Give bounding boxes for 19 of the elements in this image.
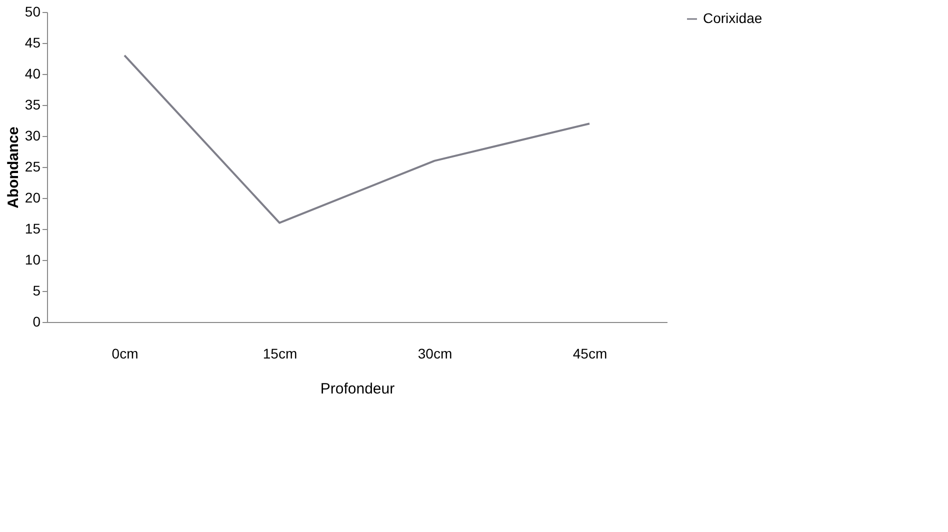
y-tick-label: 20 — [24, 190, 41, 206]
legend-label: Corixidae — [703, 10, 762, 26]
x-tick-label: 0cm — [112, 346, 138, 362]
y-axis-title: Abondance — [4, 126, 22, 208]
x-tick-label: 30cm — [418, 346, 452, 362]
y-tick-label: 50 — [24, 4, 41, 20]
y-tick-label: 0 — [32, 314, 41, 330]
line-series — [124, 54, 590, 224]
x-axis-title: Profondeur — [320, 380, 395, 398]
y-tick-label: 15 — [24, 220, 41, 236]
y-tick-label: 40 — [24, 66, 41, 82]
x-tick-label: 15cm — [262, 346, 298, 362]
y-tick-label: 5 — [32, 282, 41, 298]
y-tick-label: 45 — [24, 34, 41, 50]
y-tick-label: 25 — [24, 158, 41, 174]
x-tick-label: 45cm — [572, 346, 608, 362]
y-tick-label: 35 — [24, 96, 41, 112]
y-tick-label: 30 — [24, 128, 41, 144]
y-tick-label: 10 — [24, 252, 41, 268]
